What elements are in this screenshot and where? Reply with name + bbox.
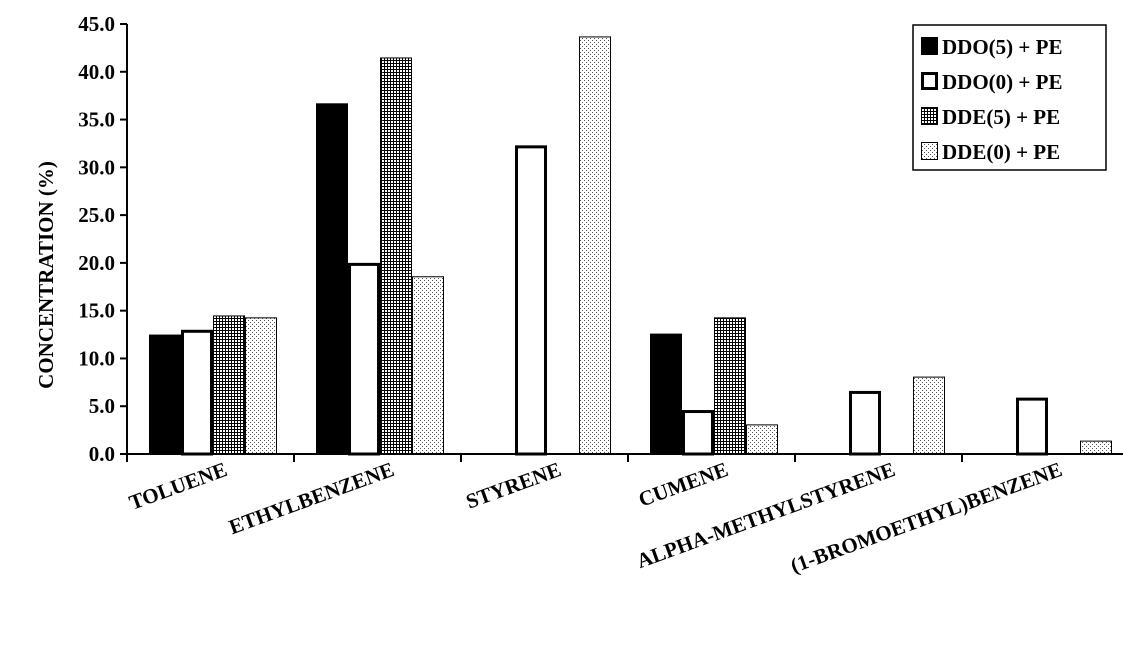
legend-box bbox=[912, 24, 1107, 171]
legend-label: DDO(5) + PE bbox=[942, 35, 1062, 59]
y-tick-label: 30.0 bbox=[78, 155, 115, 179]
bar-ddo-0-pe-cumene bbox=[682, 410, 714, 456]
y-tick-label: 45.0 bbox=[78, 12, 115, 36]
legend-swatch bbox=[921, 72, 938, 90]
legend-label: DDE(0) + PE bbox=[942, 140, 1060, 164]
bar-dde-5-pe-ethylbenzene bbox=[380, 57, 412, 455]
x-tick-label: STYRENE bbox=[463, 457, 564, 513]
legend-swatch bbox=[921, 107, 938, 125]
legend-label: DDO(0) + PE bbox=[942, 70, 1062, 94]
y-tick-label: 10.0 bbox=[78, 346, 115, 370]
bar-dde-5-pe-toluene bbox=[213, 315, 245, 455]
legend-swatch bbox=[921, 142, 938, 160]
bar-dde-0-pe--1-bromoethyl-benzene bbox=[1080, 440, 1112, 455]
bar-ddo-0-pe--1-bromoethyl-benzene bbox=[1016, 397, 1048, 456]
x-tick-label: CUMENE bbox=[635, 457, 731, 511]
y-tick-label: 5.0 bbox=[89, 394, 115, 418]
y-axis-label: CONCENTRATION (%) bbox=[34, 161, 58, 389]
bar-dde-0-pe-alpha-methylstyrene bbox=[913, 376, 945, 455]
bar-dde-0-pe-toluene bbox=[245, 317, 277, 455]
legend-label: DDE(5) + PE bbox=[942, 105, 1060, 129]
x-tick-label: (1-BROMOETHYL)BENZENE bbox=[787, 457, 1065, 578]
bar-ddo-5-pe-toluene bbox=[149, 334, 181, 455]
bar-dde-0-pe-styrene bbox=[579, 36, 611, 455]
bar-ddo-5-pe-ethylbenzene bbox=[316, 103, 348, 455]
y-tick-label: 40.0 bbox=[78, 60, 115, 84]
bar-ddo-0-pe-styrene bbox=[515, 145, 547, 456]
bar-dde-5-pe-cumene bbox=[714, 317, 746, 455]
bar-ddo-0-pe-ethylbenzene bbox=[348, 262, 380, 456]
y-tick-label: 15.0 bbox=[78, 299, 115, 323]
bar-dde-0-pe-ethylbenzene bbox=[412, 276, 444, 455]
y-tick-label: 25.0 bbox=[78, 203, 115, 227]
y-tick-label: 35.0 bbox=[78, 108, 115, 132]
bar-ddo-0-pe-alpha-methylstyrene bbox=[849, 390, 881, 456]
x-tick-label: TOLUENE bbox=[126, 457, 230, 515]
legend-swatch bbox=[921, 37, 938, 55]
y-tick-label: 0.0 bbox=[89, 442, 115, 466]
bar-dde-0-pe-cumene bbox=[746, 424, 778, 455]
x-tick-label: ETHYLBENZENE bbox=[226, 457, 398, 539]
legend: DDO(5) + PE DDO(0) + PE DDE(5) + PE DDE(0) … bbox=[912, 24, 1107, 171]
y-tick-label: 20.0 bbox=[78, 251, 115, 275]
bar-ddo-0-pe-toluene bbox=[181, 329, 213, 456]
bar-ddo-5-pe-cumene bbox=[650, 333, 682, 455]
